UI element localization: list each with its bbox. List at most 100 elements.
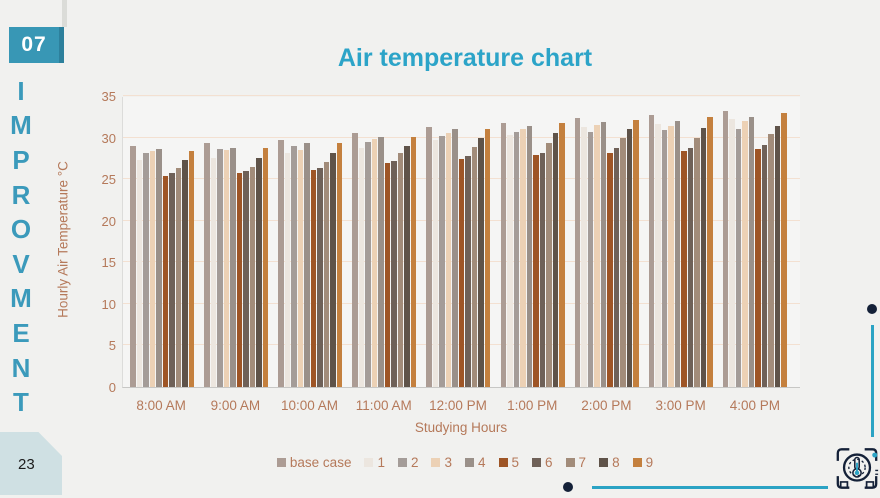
bar-9: [336, 142, 343, 387]
bar-6: [391, 160, 397, 387]
bar-base-case: [426, 126, 432, 387]
y-tick-label: 0: [108, 380, 116, 395]
bar-4: [600, 121, 607, 387]
bar-group-300pm: [644, 97, 718, 387]
legend-item-1: 1: [364, 455, 385, 470]
bar-7: [471, 146, 478, 387]
legend-label: 5: [511, 455, 520, 470]
bar-5: [384, 163, 391, 387]
bar-group-800am: [125, 97, 199, 387]
legend-swatch: [599, 458, 609, 467]
y-tick-label: 5: [108, 338, 116, 354]
bar-base-case: [278, 140, 284, 387]
legend-swatch: [565, 458, 575, 467]
bar-5: [533, 155, 539, 387]
bar-5: [681, 150, 687, 387]
bar-8: [404, 145, 410, 387]
right-accent-line: [871, 325, 874, 437]
bar-5: [607, 152, 613, 387]
vertical-title-letter: O: [10, 214, 32, 245]
bar-9: [707, 116, 713, 387]
bar-4: [526, 125, 533, 387]
bar-7: [546, 142, 552, 387]
legend-label: 4: [478, 455, 486, 470]
y-axis-tick-labels: 0 5 10 15 20 25 30 35: [0, 90, 116, 395]
legend-item-2: 2: [397, 455, 418, 470]
bar-6: [761, 145, 768, 387]
bars-row: [125, 97, 792, 387]
bar-6: [317, 168, 323, 387]
legend-swatch: [498, 458, 508, 467]
bar-1: [210, 157, 217, 387]
bar-1: [507, 135, 513, 387]
legend-swatch: [364, 458, 374, 467]
bar-4: [378, 136, 384, 387]
legend-swatch: [465, 458, 474, 467]
bar-8: [626, 129, 633, 387]
bar-8: [182, 160, 188, 387]
bar-base-case: [648, 115, 655, 387]
x-tick-label: 11:00 AM: [355, 398, 412, 413]
bar-3: [594, 125, 600, 387]
legend-item-8: 8: [599, 455, 620, 470]
bar-2: [365, 141, 371, 387]
legend-swatch: [632, 458, 642, 467]
legend-item-4: 4: [465, 455, 486, 470]
bar-4: [748, 116, 755, 387]
y-tick-label: 20: [101, 213, 116, 229]
vertical-title-letter: T: [13, 387, 29, 418]
bar-9: [633, 120, 639, 387]
bar-4: [156, 149, 162, 387]
bar-3: [742, 120, 748, 387]
bar-base-case: [204, 143, 210, 387]
legend-item-9: 9: [632, 455, 653, 470]
bar-9: [262, 147, 269, 387]
bar-1: [136, 160, 143, 387]
bar-1: [358, 147, 365, 387]
bar-group-900am: [199, 97, 273, 387]
bar-3: [445, 132, 452, 387]
legend-swatch: [431, 458, 441, 467]
legend-item-6: 6: [532, 455, 553, 470]
bar-4: [230, 147, 236, 387]
bar-4: [674, 120, 681, 387]
bar-base-case: [574, 118, 581, 387]
legend-item-base-case: base case: [276, 455, 352, 470]
vertical-title-letter: M: [10, 283, 32, 314]
bar-2: [587, 131, 594, 387]
bar-6: [243, 170, 249, 387]
vertical-title-letter: N: [11, 352, 31, 383]
page-number: 23: [18, 456, 35, 473]
vertical-title-letter: E: [12, 317, 30, 348]
right-accent-dot: [867, 304, 877, 314]
plot-area: [122, 95, 800, 388]
bar-6: [169, 172, 175, 387]
bar-2: [661, 130, 668, 387]
bar-9: [410, 136, 417, 387]
bar-4: [452, 129, 458, 387]
legend-label: 1: [377, 455, 385, 470]
x-tick-label: 9:00 AM: [210, 398, 261, 413]
bar-7: [620, 138, 626, 387]
legend-swatch: [532, 458, 542, 467]
vertical-title-letter: M: [10, 110, 32, 141]
legend-swatch: [276, 458, 286, 467]
gridline-y-35: [123, 95, 800, 96]
bar-group-1000am: [273, 97, 347, 387]
bar-group-200pm: [570, 97, 644, 387]
legend-label: 6: [545, 455, 553, 470]
y-tick-label: 10: [101, 296, 116, 312]
bar-5: [458, 159, 465, 387]
bar-3: [371, 139, 378, 387]
x-axis-tick-labels: 8:00 AM 9:00 AM 10:00 AM 11:00 AM 12:00 PM 1:…: [124, 398, 792, 413]
bar-8: [774, 125, 781, 387]
legend-label: base case: [289, 455, 352, 470]
bar-8: [330, 152, 336, 387]
x-tick-label: 12:00 PM: [429, 398, 487, 413]
bar-3: [223, 150, 230, 387]
vertical-title-letter: P: [12, 144, 30, 175]
bar-group-100pm: [496, 97, 570, 387]
chart-legend: base case 1 2 3 4 5 6 7 8 9: [0, 455, 880, 470]
